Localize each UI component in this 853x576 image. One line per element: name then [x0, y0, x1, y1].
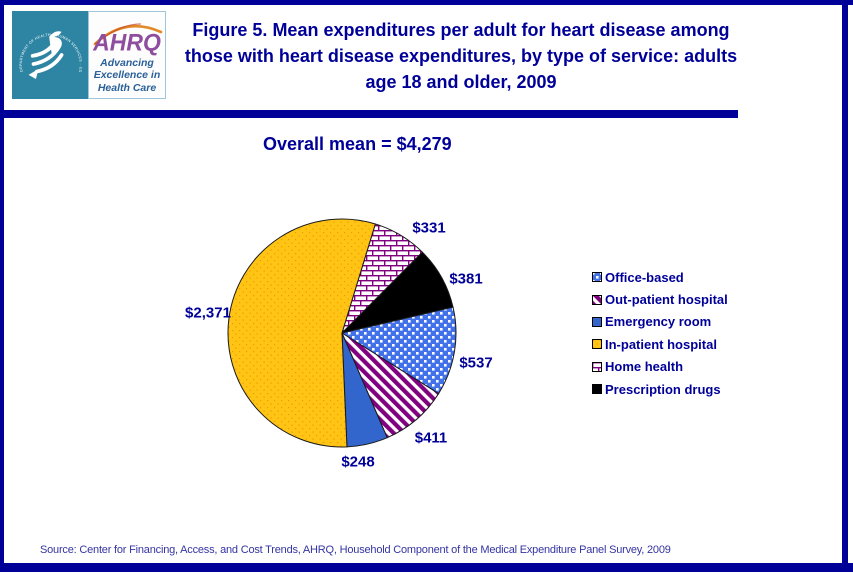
figure-title: Figure 5. Mean expenditures per adult fo…: [184, 20, 738, 92]
page-top-border: [0, 0, 853, 5]
ahrq-wordmark: AHRQ: [93, 27, 161, 56]
tagline-line-1: Advancing: [100, 56, 154, 69]
tagline-line-3: Health Care: [97, 81, 157, 94]
page-bottom-border: [0, 563, 853, 572]
ahrq-tagline: Advancing Excellence in Health Care: [94, 57, 161, 95]
overall-mean-text: Overall mean = $4,279: [263, 134, 452, 154]
legend-label-home-health: Home health: [605, 359, 684, 375]
legend-label-in-patient-hospital: In-patient hospital: [605, 336, 717, 352]
pie-label-in-patient-hospital: $2,371: [185, 304, 231, 322]
hhs-seal: DEPARTMENT OF HEALTH & HUMAN SERVICES · …: [11, 11, 88, 99]
pie-slice-in-patient-hospital: [227, 218, 376, 448]
legend-swatch-office-based: [592, 272, 602, 283]
pie-slice-office-based: [340, 306, 457, 395]
chart-legend: Office-based Out-patient hospital Emergenc…: [592, 266, 728, 400]
page-right-border: [842, 0, 848, 572]
pie-label-home-health: $331: [412, 219, 446, 237]
source-note: Source: Center for Financing, Access, an…: [40, 544, 671, 556]
pie-label-prescription-drugs: $381: [449, 270, 483, 288]
pie-label-out-patient-hospital: $411: [414, 429, 448, 447]
legend-swatch-prescription-drugs: [592, 384, 602, 395]
legend-label-prescription-drugs: Prescription drugs: [605, 381, 721, 397]
legend-swatch-home-health: [592, 361, 602, 372]
tagline-line-2: Excellence in: [93, 69, 161, 81]
legend-label-emergency-room: Emergency room: [605, 314, 712, 330]
legend-label-office-based: Office-based: [605, 269, 684, 285]
hhs-eagle-icon: DEPARTMENT OF HEALTH & HUMAN SERVICES · …: [11, 14, 82, 79]
page-left-border: [0, 0, 4, 572]
legend-item-in-patient-hospital: In-patient hospital: [592, 333, 728, 355]
legend-label-out-patient-hospital: Out-patient hospital: [605, 292, 728, 308]
legend-item-office-based: Office-based: [592, 266, 728, 288]
legend-item-out-patient-hospital: Out-patient hospital: [592, 288, 728, 310]
legend-item-emergency-room: Emergency room: [592, 311, 728, 333]
legend-swatch-in-patient-hospital: [592, 339, 602, 350]
pie-label-emergency-room: $248: [341, 453, 375, 471]
legend-item-home-health: Home health: [592, 356, 728, 378]
legend-swatch-out-patient-hospital: [592, 294, 602, 305]
ahrq-logo: DEPARTMENT OF HEALTH & HUMAN SERVICES · …: [11, 11, 166, 99]
pie-label-office-based: $537: [459, 354, 493, 372]
legend-swatch-emergency-room: [592, 316, 602, 327]
legend-item-prescription-drugs: Prescription drugs: [592, 378, 728, 400]
header-divider-bar: [0, 110, 738, 118]
